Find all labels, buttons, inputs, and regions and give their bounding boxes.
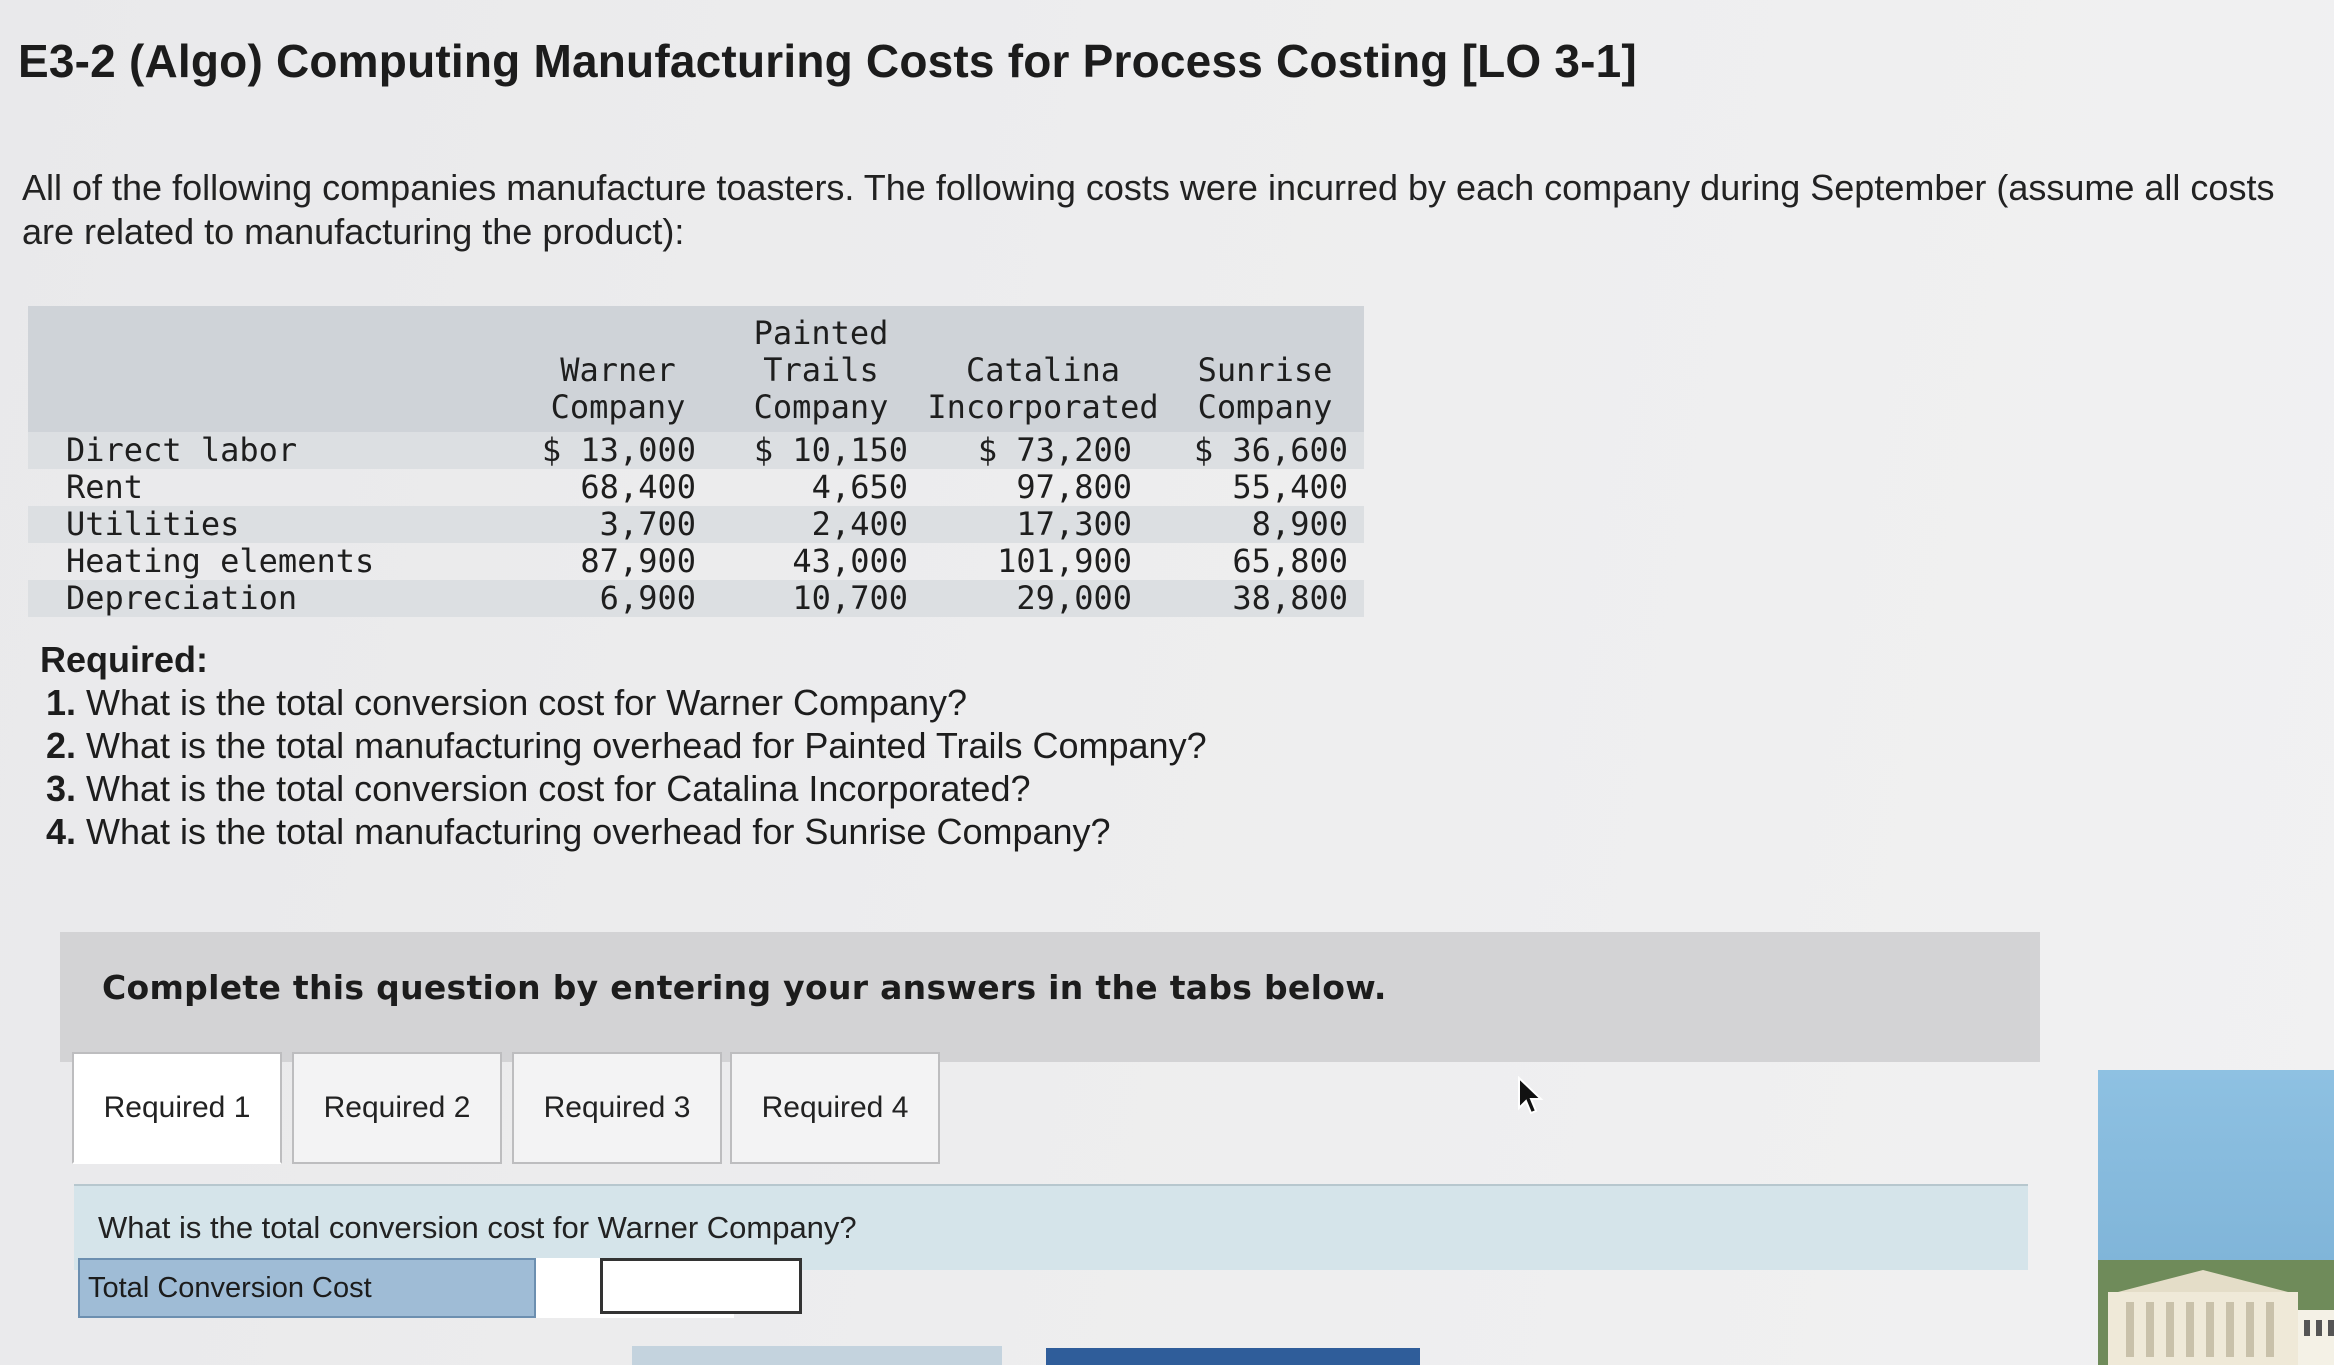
instruction-banner: Complete this question by entering your … xyxy=(60,932,2040,1062)
column-header-warner: Warner Company xyxy=(550,351,686,426)
cell-value: 29,000 xyxy=(1016,579,1132,617)
column-header-sunrise: Sunrise Company xyxy=(1197,351,1333,426)
required-item: What is the total manufacturing overhead… xyxy=(86,724,1207,767)
row-label: Depreciation xyxy=(66,579,298,617)
total-conversion-cost-input[interactable] xyxy=(600,1258,802,1314)
cell-value: 8,900 xyxy=(1251,505,1348,543)
tab-required-3[interactable]: Required 3 xyxy=(512,1052,722,1164)
building-photo-thumbnail xyxy=(2098,1070,2334,1365)
cell-value: 65,800 xyxy=(1232,542,1348,580)
tab-required-4[interactable]: Required 4 xyxy=(730,1052,940,1164)
cell-value: $ 73,200 xyxy=(977,431,1132,469)
row-label: Rent xyxy=(66,468,144,506)
next-button[interactable] xyxy=(1046,1348,1420,1365)
instruction-text: Complete this question by entering your … xyxy=(102,968,1387,1007)
problem-intro: All of the following companies manufactu… xyxy=(22,167,2275,252)
cell-value: $ 13,000 xyxy=(541,431,696,469)
question-text: What is the total conversion cost for Wa… xyxy=(98,1210,857,1245)
table-row: Depreciation 6,900 10,700 29,000 38,800 xyxy=(28,580,1364,617)
question-bar: What is the total conversion cost for Wa… xyxy=(74,1184,2028,1270)
cell-value: 17,300 xyxy=(1016,505,1132,543)
cell-value: 4,650 xyxy=(811,468,908,506)
cell-value: 3,700 xyxy=(599,505,696,543)
cell-value: 6,900 xyxy=(599,579,696,617)
tab-required-2[interactable]: Required 2 xyxy=(292,1052,502,1164)
prev-button[interactable] xyxy=(632,1346,1002,1365)
table-row: Direct labor $ 13,000 $ 10,150 $ 73,200 … xyxy=(28,432,1364,469)
required-list: What is the total conversion cost for Wa… xyxy=(40,681,1207,853)
table-row: Heating elements 87,900 43,000 101,900 6… xyxy=(28,543,1364,580)
pointer-arrow-icon xyxy=(1518,1076,1544,1115)
cell-value: 10,700 xyxy=(792,579,908,617)
capitol-building-image xyxy=(2098,1260,2334,1365)
table-header: Warner Company Painted Trails Company Ca… xyxy=(28,306,1364,432)
table-row: Utilities 3,700 2,400 17,300 8,900 xyxy=(28,506,1364,543)
table-row: Rent 68,400 4,650 97,800 55,400 xyxy=(28,469,1364,506)
answer-label: Total Conversion Cost xyxy=(78,1258,536,1318)
cell-value: 68,400 xyxy=(580,468,696,506)
cell-value: 97,800 xyxy=(1016,468,1132,506)
cell-value: 55,400 xyxy=(1232,468,1348,506)
column-header-painted-trails: Painted Trails Company xyxy=(753,314,889,426)
row-label: Heating elements xyxy=(66,542,375,580)
row-label: Utilities xyxy=(66,505,240,543)
page-title: E3-2 (Algo) Computing Manufacturing Cost… xyxy=(18,35,1637,87)
cost-table: Warner Company Painted Trails Company Ca… xyxy=(28,306,1364,617)
row-label: Direct labor xyxy=(66,431,298,469)
cell-value: 101,900 xyxy=(997,542,1132,580)
required-item: What is the total conversion cost for Ca… xyxy=(86,767,1207,810)
cell-value: $ 10,150 xyxy=(753,431,908,469)
required-heading: Required: xyxy=(40,639,209,680)
cell-value: $ 36,600 xyxy=(1193,431,1348,469)
cell-value: 43,000 xyxy=(792,542,908,580)
tab-required-1[interactable]: Required 1 xyxy=(72,1052,282,1164)
answer-row: Total Conversion Cost xyxy=(78,1258,802,1318)
cell-value: 38,800 xyxy=(1232,579,1348,617)
cell-value: 87,900 xyxy=(580,542,696,580)
required-item: What is the total conversion cost for Wa… xyxy=(86,681,1207,724)
required-item: What is the total manufacturing overhead… xyxy=(86,810,1207,853)
cell-value: 2,400 xyxy=(811,505,908,543)
column-header-catalina: Catalina Incorporated xyxy=(927,351,1159,426)
required-section: Required: What is the total conversion c… xyxy=(40,638,1207,853)
